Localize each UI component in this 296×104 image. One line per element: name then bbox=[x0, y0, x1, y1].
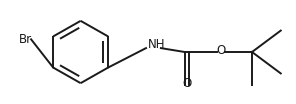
Text: O: O bbox=[217, 44, 226, 57]
Text: O: O bbox=[182, 77, 191, 90]
Text: Br: Br bbox=[19, 33, 32, 46]
Text: NH: NH bbox=[148, 38, 165, 51]
